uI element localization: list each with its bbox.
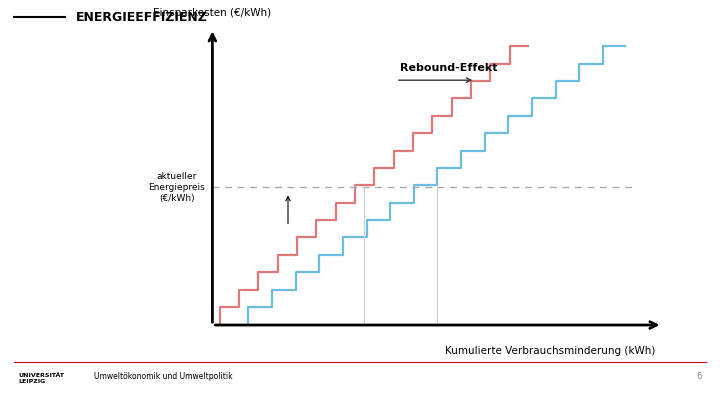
Text: Umweltökonomik und Umweltpolitik: Umweltökonomik und Umweltpolitik bbox=[94, 372, 233, 381]
Text: 6: 6 bbox=[697, 372, 702, 381]
Text: Kumulierte Verbrauchsminderung (kWh): Kumulierte Verbrauchsminderung (kWh) bbox=[445, 346, 655, 356]
Text: aktueller
Energiepreis
(€/kWh): aktueller Energiepreis (€/kWh) bbox=[148, 171, 205, 203]
Text: Einsparkosten (€/kWh): Einsparkosten (€/kWh) bbox=[153, 8, 271, 18]
Text: ENERGIEEFFIZIENZ: ENERGIEEFFIZIENZ bbox=[76, 11, 207, 23]
Text: UNIVERSITÄT
LEIPZIG: UNIVERSITÄT LEIPZIG bbox=[18, 373, 64, 384]
Text: Rebound-Effekt: Rebound-Effekt bbox=[400, 63, 497, 73]
